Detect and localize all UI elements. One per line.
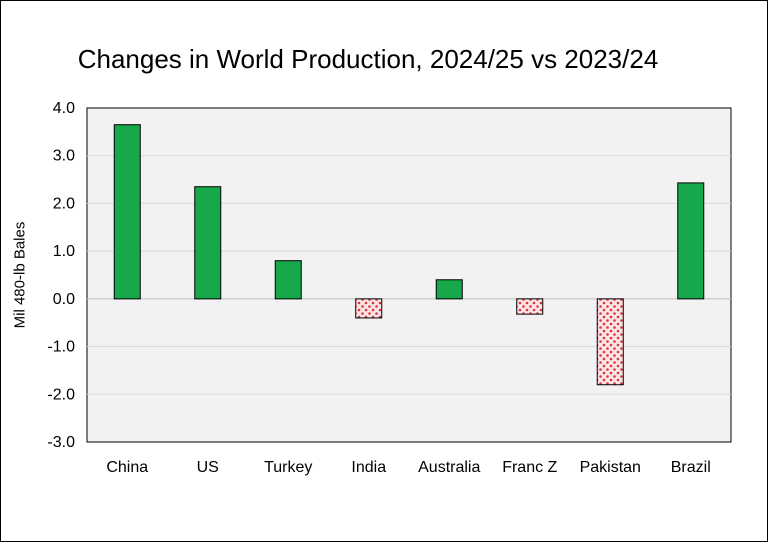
plot-area (86, 107, 732, 443)
x-tick-labels: China US Turkey India Australia Franc Z Pakist… (106, 459, 710, 476)
x-tick-label: India (351, 459, 386, 476)
y-tick-label: -1.0 (47, 339, 75, 356)
bar-india (355, 298, 383, 319)
y-tick-label: 2.0 (53, 195, 75, 212)
x-tick-label: Turkey (264, 459, 312, 476)
y-tick-label: 4.0 (53, 100, 75, 117)
y-tick-label: 0.0 (53, 291, 75, 308)
bar-pakistan (596, 298, 624, 386)
bars (113, 124, 705, 386)
x-tick-label: US (197, 459, 219, 476)
y-tick-label: -3.0 (47, 434, 75, 451)
x-tick-label: Australia (418, 459, 480, 476)
y-tick-label: 3.0 (53, 148, 75, 165)
x-tick-label: Franc Z (502, 459, 557, 476)
y-tick-label: -2.0 (47, 386, 75, 403)
y-tick-label: 1.0 (53, 243, 75, 260)
chart-title: Changes in World Production, 2024/25 vs … (77, 44, 659, 74)
x-tick-label: Brazil (671, 459, 711, 476)
bar-china (113, 124, 141, 300)
x-tick-label: China (106, 459, 148, 476)
bar-brazil (677, 182, 705, 300)
y-tick-labels: 4.0 3.0 2.0 1.0 0.0 -1.0 -2.0 -3.0 (47, 100, 75, 451)
bar-australia (435, 279, 463, 300)
x-tick-label: Pakistan (580, 459, 641, 476)
bar-turkey (274, 260, 302, 300)
bar-franc-z (516, 298, 544, 315)
bar-us (194, 186, 222, 300)
